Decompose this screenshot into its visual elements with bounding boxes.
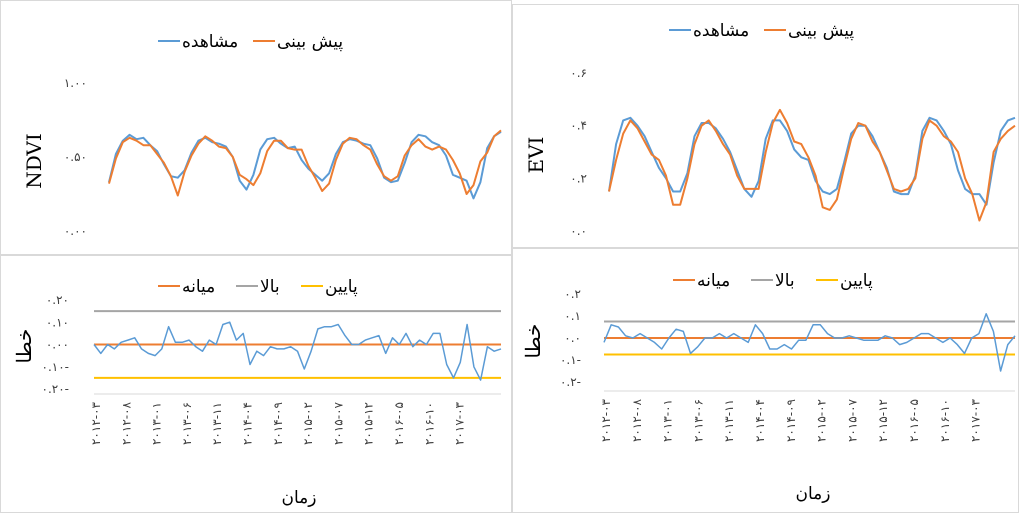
x-axis-label: زمان bbox=[282, 488, 317, 508]
x-tick-label: ۲۰۱۳-۰۶ bbox=[180, 402, 194, 445]
x-tick-label: ۲۰۱۷-۰۳ bbox=[969, 398, 983, 442]
ndvi-error-chart: ۰.۲۰- ۰.۱۰- ۰.۰۰ ۰.۱۰ ۰.۲۰ خطا میانه بالا پایین ۲… bbox=[12, 277, 502, 508]
y-tick-label: ۰.۲ bbox=[564, 287, 581, 301]
x-tick-label: ۲۰۱۴-۰۹ bbox=[271, 402, 285, 445]
x-tick-label: ۲۰۱۶-۱۰ bbox=[422, 402, 436, 445]
series-line-observed bbox=[108, 130, 502, 200]
y-tick-label: ۰.۲- bbox=[560, 375, 581, 389]
x-tick-label: ۲۰۱۲-۰۳ bbox=[89, 401, 103, 445]
y-tick-label: ۰.۱ bbox=[564, 309, 581, 323]
x-tick-label: ۲۰۱۴-۰۴ bbox=[753, 399, 767, 442]
x-tick-label: ۲۰۱۴-۰۴ bbox=[241, 402, 255, 445]
x-tick-label: ۲۰۱۶-۱۰ bbox=[938, 399, 952, 442]
legend-label-upper: بالا bbox=[260, 277, 280, 297]
y-tick-label: ۰.۴ bbox=[570, 119, 587, 133]
ndvi-chart-panel: ۰.۰۰ ۰.۵۰ ۱.۰۰ NDVI مشاهده پیش بینی bbox=[0, 0, 512, 255]
y-tick-label: ۰.۱۰- bbox=[42, 360, 69, 374]
x-tick-label: ۲۰۱۵-۱۲ bbox=[362, 402, 376, 445]
legend-label-upper: بالا bbox=[775, 271, 795, 291]
legend-label-median: میانه bbox=[182, 277, 215, 297]
series-line-predicted bbox=[108, 129, 502, 197]
legend-label-lower: پایین bbox=[325, 277, 358, 297]
y-axis-label: NDVI bbox=[22, 133, 46, 189]
ndvi-chart: ۰.۰۰ ۰.۵۰ ۱.۰۰ NDVI مشاهده پیش بینی bbox=[22, 32, 502, 238]
series-line-observed bbox=[608, 116, 1016, 206]
y-axis-label: خطا bbox=[521, 324, 545, 359]
x-tick-label: ۲۰۱۳-۰۱ bbox=[150, 402, 164, 445]
y-tick-label: ۰.۱۰ bbox=[46, 315, 69, 329]
y-tick-label: ۰.۰۰ bbox=[64, 224, 87, 238]
x-tick-label: ۲۰۱۷-۰۳ bbox=[453, 401, 467, 445]
y-tick-label: ۰.۰ bbox=[570, 224, 587, 238]
y-axis-label: EVI bbox=[524, 137, 548, 174]
x-tick-label: ۲۰۱۲-۰۸ bbox=[630, 398, 644, 442]
x-tick-label: ۲۰۱۲-۰۳ bbox=[599, 398, 613, 442]
x-tick-label: ۲۰۱۳-۱۱ bbox=[210, 402, 224, 445]
x-axis-label: زمان bbox=[796, 484, 831, 504]
legend-label-predicted: پیش بینی bbox=[277, 32, 343, 52]
y-tick-label: ۰.۲۰- bbox=[42, 382, 69, 396]
evi-error-chart: ۰.۲- ۰.۱- ۰.۰ ۰.۱ ۰.۲ خطا میانه بالا پایین ۲۰۱۲-۰… bbox=[521, 271, 1016, 504]
x-tick-label: ۲۰۱۵-۱۲ bbox=[876, 399, 890, 442]
legend-label-median: میانه bbox=[697, 271, 730, 291]
residual-line bbox=[93, 321, 502, 381]
x-tick-label: ۲۰۱۳-۱۱ bbox=[722, 399, 736, 442]
x-tick-label: ۲۰۱۵-۰۲ bbox=[815, 399, 829, 442]
y-tick-label: ۰.۲۰ bbox=[46, 293, 69, 307]
x-tick-label: ۲۰۱۵-۰۲ bbox=[301, 402, 315, 445]
y-tick-label: ۰.۵۰ bbox=[64, 150, 87, 164]
x-tick-label: ۲۰۱۶-۰۵ bbox=[392, 402, 406, 445]
x-tick-label: ۲۰۱۶-۰۵ bbox=[907, 399, 921, 442]
series-line-predicted bbox=[608, 108, 1016, 222]
residual-line bbox=[603, 313, 1016, 372]
x-tick-label: ۲۰۱۳-۰۶ bbox=[691, 399, 705, 442]
ndvi-error-panel: ۰.۲۰- ۰.۱۰- ۰.۰۰ ۰.۱۰ ۰.۲۰ خطا میانه بالا پایین ۲… bbox=[0, 255, 512, 513]
y-tick-label: ۰.۱- bbox=[560, 353, 581, 367]
x-tick-label: ۲۰۱۵-۰۷ bbox=[331, 401, 345, 445]
x-tick-label: ۲۰۱۴-۰۹ bbox=[784, 399, 798, 442]
y-tick-label: ۰.۶ bbox=[570, 66, 587, 80]
evi-chart: ۰.۰ ۰.۲ ۰.۴ ۰.۶ EVI مشاهده پیش بینی bbox=[524, 21, 1016, 238]
evi-chart-panel: ۰.۰ ۰.۲ ۰.۴ ۰.۶ EVI مشاهده پیش بینی bbox=[512, 4, 1019, 248]
x-tick-label: ۲۰۱۵-۰۷ bbox=[845, 398, 859, 442]
evi-error-panel: ۰.۲- ۰.۱- ۰.۰ ۰.۱ ۰.۲ خطا میانه بالا پایین ۲۰۱۲-۰… bbox=[512, 248, 1019, 513]
y-tick-label: ۰.۲ bbox=[570, 171, 587, 185]
y-tick-label: ۱.۰۰ bbox=[64, 76, 87, 90]
legend-label-predicted: پیش بینی bbox=[788, 21, 854, 41]
y-tick-label: ۰.۰ bbox=[564, 331, 581, 345]
x-tick-label: ۲۰۱۲-۰۸ bbox=[119, 401, 133, 445]
legend-label-observed: مشاهده bbox=[182, 32, 238, 52]
legend-label-lower: پایین bbox=[840, 271, 873, 291]
legend-label-observed: مشاهده bbox=[693, 21, 749, 41]
y-axis-label: خطا bbox=[12, 329, 36, 364]
x-tick-label: ۲۰۱۳-۰۱ bbox=[661, 399, 675, 442]
y-tick-label: ۰.۰۰ bbox=[46, 338, 69, 352]
